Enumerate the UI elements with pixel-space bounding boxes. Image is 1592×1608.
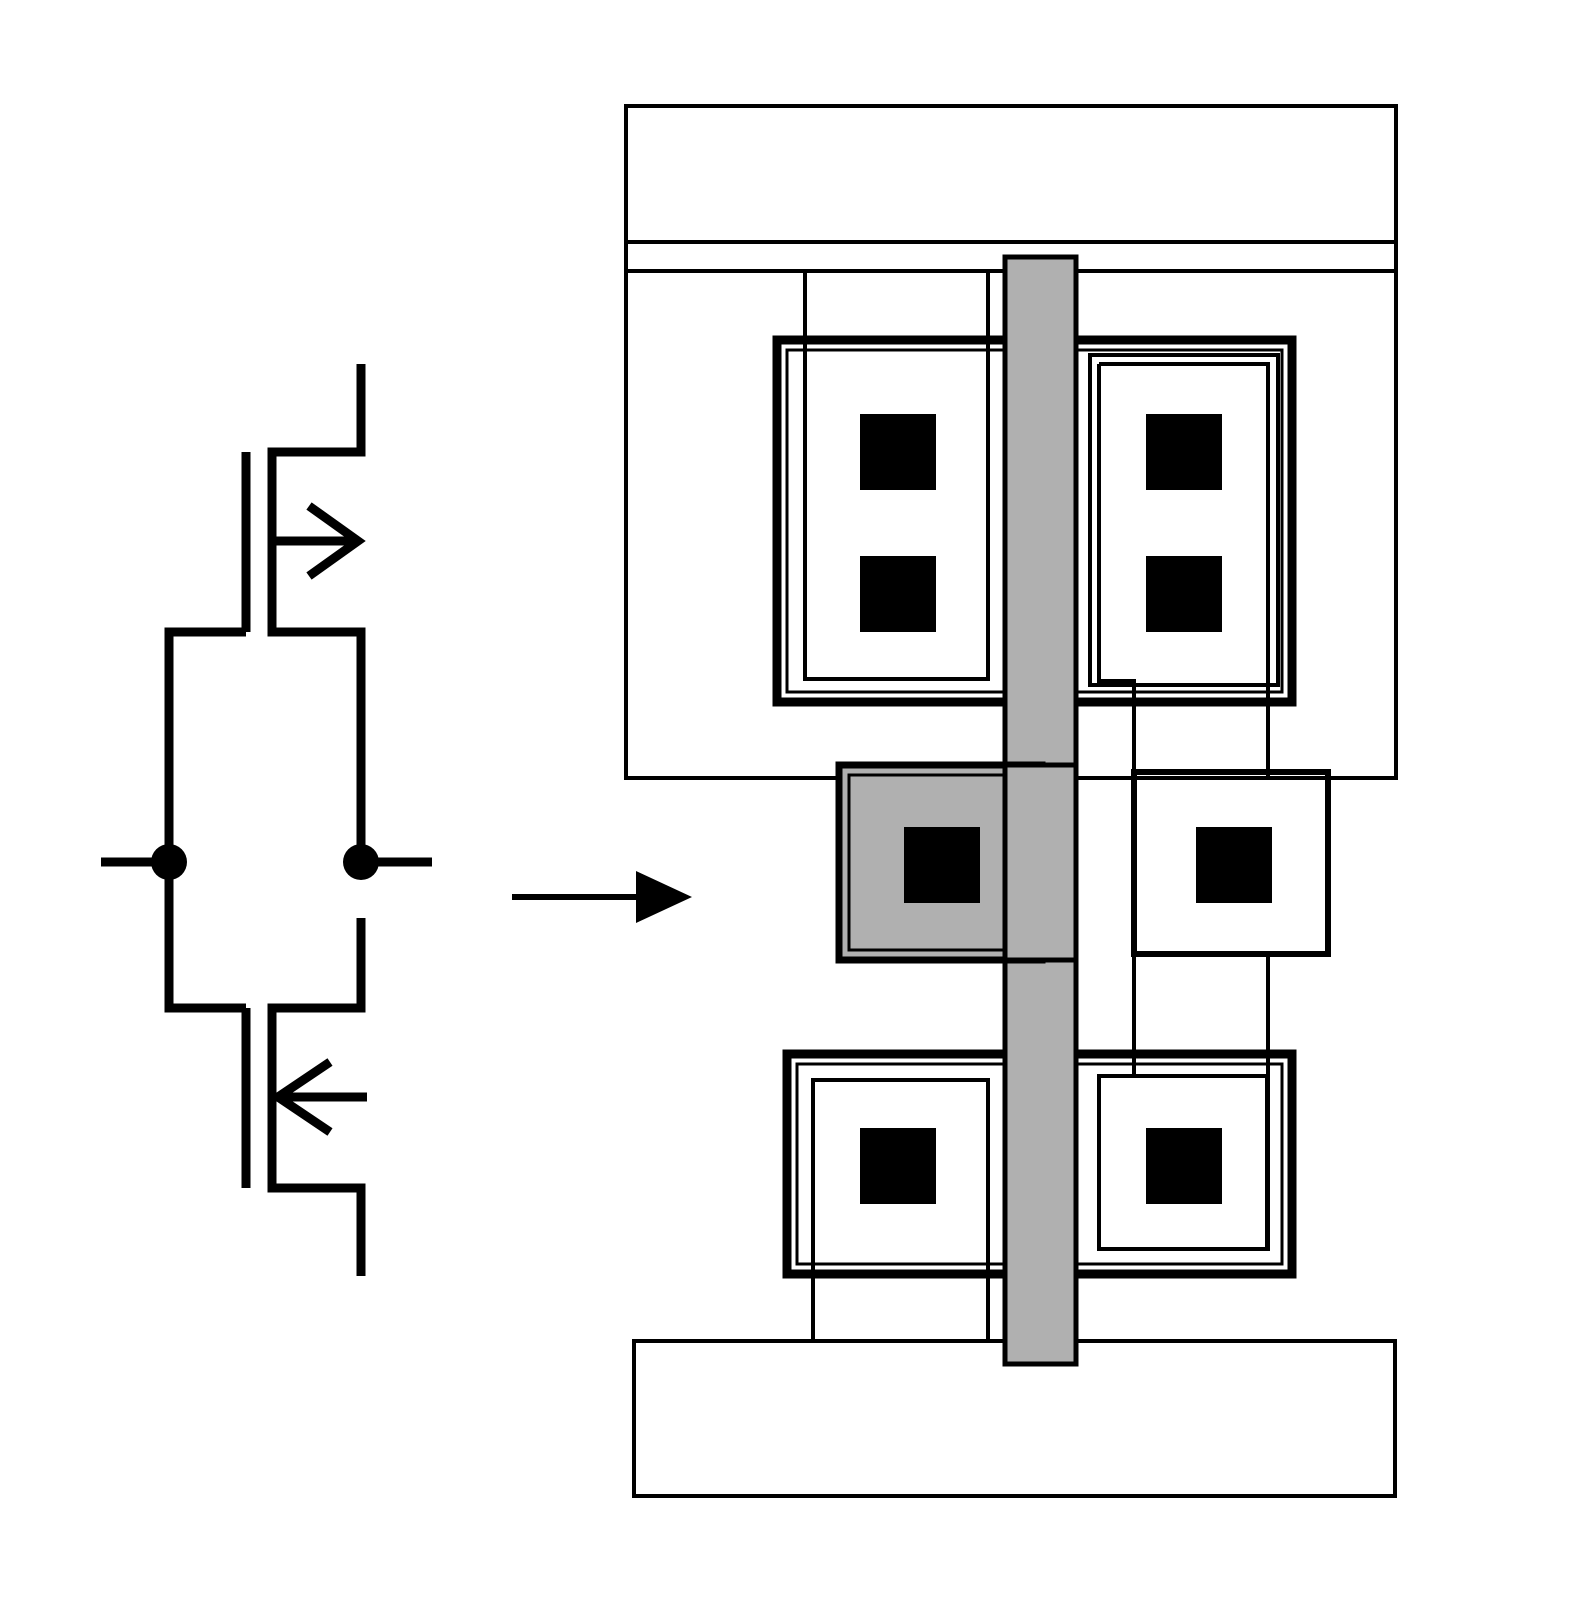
output-contact-pad <box>1131 769 1331 957</box>
contacts <box>860 414 1272 1204</box>
poly-gate-overlap <box>1002 762 1079 963</box>
schematic <box>101 364 432 1276</box>
contact-pmos-right-bottom <box>1146 556 1222 632</box>
metal-drain-right <box>1099 362 1270 778</box>
contact-pmos-right-top <box>1146 414 1222 490</box>
pmos-arrow-head <box>306 502 366 580</box>
contact-pmos-left-bottom <box>860 556 936 632</box>
contact-poly-gate <box>904 827 980 903</box>
transform-arrow <box>512 871 692 923</box>
metal-nmos-drain-box <box>1097 1074 1269 1251</box>
contact-output <box>1196 827 1272 903</box>
nmos-transistor <box>241 918 367 1276</box>
transform-arrow-head <box>636 871 692 923</box>
left-node-dot <box>151 844 187 880</box>
metal-pmos-drain-box <box>1088 353 1280 687</box>
left-node-wire <box>164 627 246 1013</box>
contact-nmos-left <box>860 1128 936 1204</box>
contact-nmos-right <box>1146 1128 1222 1204</box>
metal-source-left-bottom <box>634 1078 990 1343</box>
layout <box>624 104 1398 1498</box>
contact-pmos-left-top <box>860 414 936 490</box>
pmos-transistor <box>241 364 366 860</box>
right-node-dot <box>343 844 379 880</box>
nmos-arrow-head <box>269 1058 333 1136</box>
